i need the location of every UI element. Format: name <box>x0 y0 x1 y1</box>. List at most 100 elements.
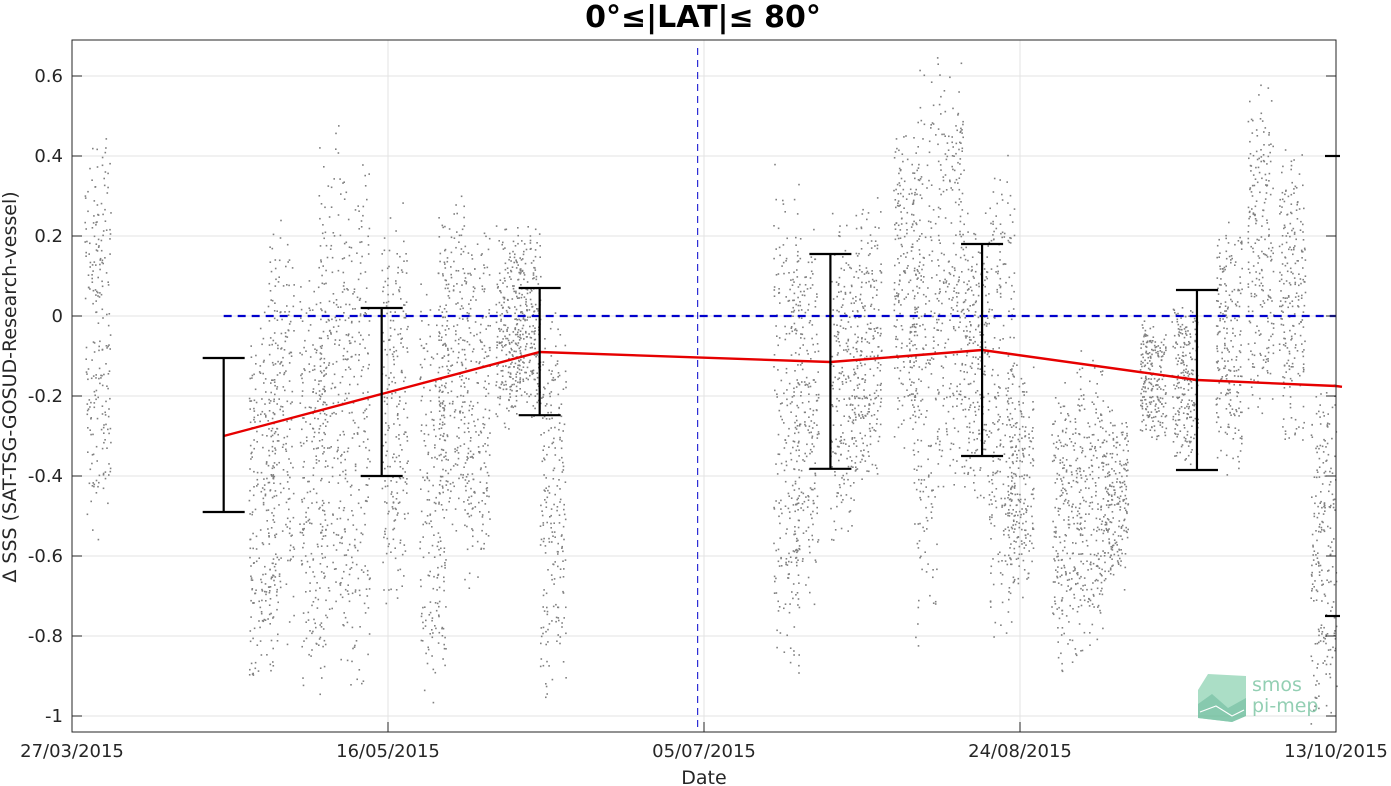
scatter-point <box>874 245 876 247</box>
scatter-point <box>799 347 801 349</box>
scatter-point <box>325 460 327 462</box>
scatter-point <box>797 539 799 542</box>
scatter-point <box>858 413 860 416</box>
scatter-point <box>520 268 522 270</box>
scatter-point <box>398 289 400 291</box>
scatter-point <box>993 177 996 180</box>
scatter-point <box>966 335 968 337</box>
scatter-point <box>1000 497 1003 500</box>
scatter-point <box>979 331 981 333</box>
scatter-point <box>483 542 485 545</box>
scatter-point <box>912 428 914 430</box>
scatter-point <box>949 179 951 182</box>
scatter-point <box>798 469 800 471</box>
scatter-point <box>847 420 850 422</box>
scatter-point <box>461 348 464 351</box>
scatter-point <box>272 519 274 521</box>
scatter-point <box>457 270 460 272</box>
scatter-point <box>322 330 325 333</box>
scatter-point <box>466 456 468 458</box>
scatter-point <box>916 323 918 325</box>
scatter-point <box>938 443 941 446</box>
scatter-point <box>421 320 423 322</box>
scatter-point <box>394 557 397 560</box>
scatter-point <box>1013 290 1015 293</box>
scatter-point <box>464 485 467 488</box>
scatter-point <box>808 400 810 403</box>
scatter-point <box>812 510 814 513</box>
scatter-point <box>326 421 329 423</box>
scatter-point <box>398 424 401 426</box>
scatter-point <box>947 149 950 151</box>
scatter-point <box>811 538 814 541</box>
scatter-point <box>309 582 311 584</box>
scatter-point <box>338 344 340 346</box>
scatter-point <box>347 333 350 335</box>
scatter-point <box>906 345 908 347</box>
scatter-point <box>945 281 947 284</box>
scatter-point <box>519 352 522 355</box>
scatter-point <box>969 286 972 288</box>
scatter-point <box>968 309 970 312</box>
scatter-point <box>530 370 532 372</box>
scatter-point <box>917 465 920 468</box>
scatter-point <box>963 378 966 381</box>
scatter-point <box>838 388 841 391</box>
scatter-point <box>999 339 1001 341</box>
scatter-point <box>982 396 985 399</box>
scatter-point <box>838 231 841 233</box>
scatter-point <box>271 445 274 448</box>
scatter-point <box>839 344 841 347</box>
scatter-point <box>331 475 334 478</box>
scatter-point <box>401 271 404 273</box>
scatter-point <box>836 445 839 448</box>
scatter-point <box>807 499 810 501</box>
scatter-point <box>337 457 339 460</box>
scatter-point <box>385 602 388 605</box>
scatter-point <box>470 299 472 301</box>
scatter-point <box>532 277 534 280</box>
scatter-point <box>901 289 903 291</box>
scatter-point <box>807 386 810 388</box>
scatter-point <box>867 254 870 257</box>
scatter-point <box>960 127 962 130</box>
scatter-point <box>937 329 940 331</box>
scatter-point <box>907 265 909 267</box>
scatter-point <box>289 559 291 562</box>
scatter-point <box>523 278 525 281</box>
scatter-point <box>384 467 386 470</box>
scatter-point <box>438 309 440 311</box>
scatter-point <box>383 396 386 399</box>
scatter-point <box>352 647 354 650</box>
scatter-point <box>441 224 444 227</box>
scatter-point <box>870 286 872 288</box>
scatter-point <box>485 395 487 397</box>
scatter-point <box>803 500 806 503</box>
scatter-point <box>434 384 437 387</box>
scatter-point <box>107 186 109 189</box>
scatter-point <box>860 226 863 229</box>
scatter-point <box>305 421 307 423</box>
scatter-point <box>456 283 458 285</box>
scatter-point <box>856 384 859 387</box>
scatter-point <box>464 353 466 356</box>
scatter-point <box>330 206 333 208</box>
scatter-point <box>263 478 265 480</box>
scatter-point <box>301 320 304 322</box>
scatter-point <box>461 375 464 377</box>
scatter-point <box>277 601 279 604</box>
scatter-point <box>344 369 347 371</box>
scatter-point <box>443 407 445 409</box>
scatter-point <box>990 572 992 574</box>
scatter-point <box>940 95 942 98</box>
scatter-point <box>913 172 916 174</box>
scatter-point <box>851 409 854 411</box>
scatter-point <box>855 214 858 217</box>
scatter-point <box>919 556 921 559</box>
scatter-point <box>947 410 950 413</box>
scatter-point <box>255 354 257 357</box>
scatter-point <box>987 352 989 354</box>
scatter-point <box>457 302 459 304</box>
scatter-point <box>458 234 461 237</box>
scatter-point <box>834 474 836 477</box>
